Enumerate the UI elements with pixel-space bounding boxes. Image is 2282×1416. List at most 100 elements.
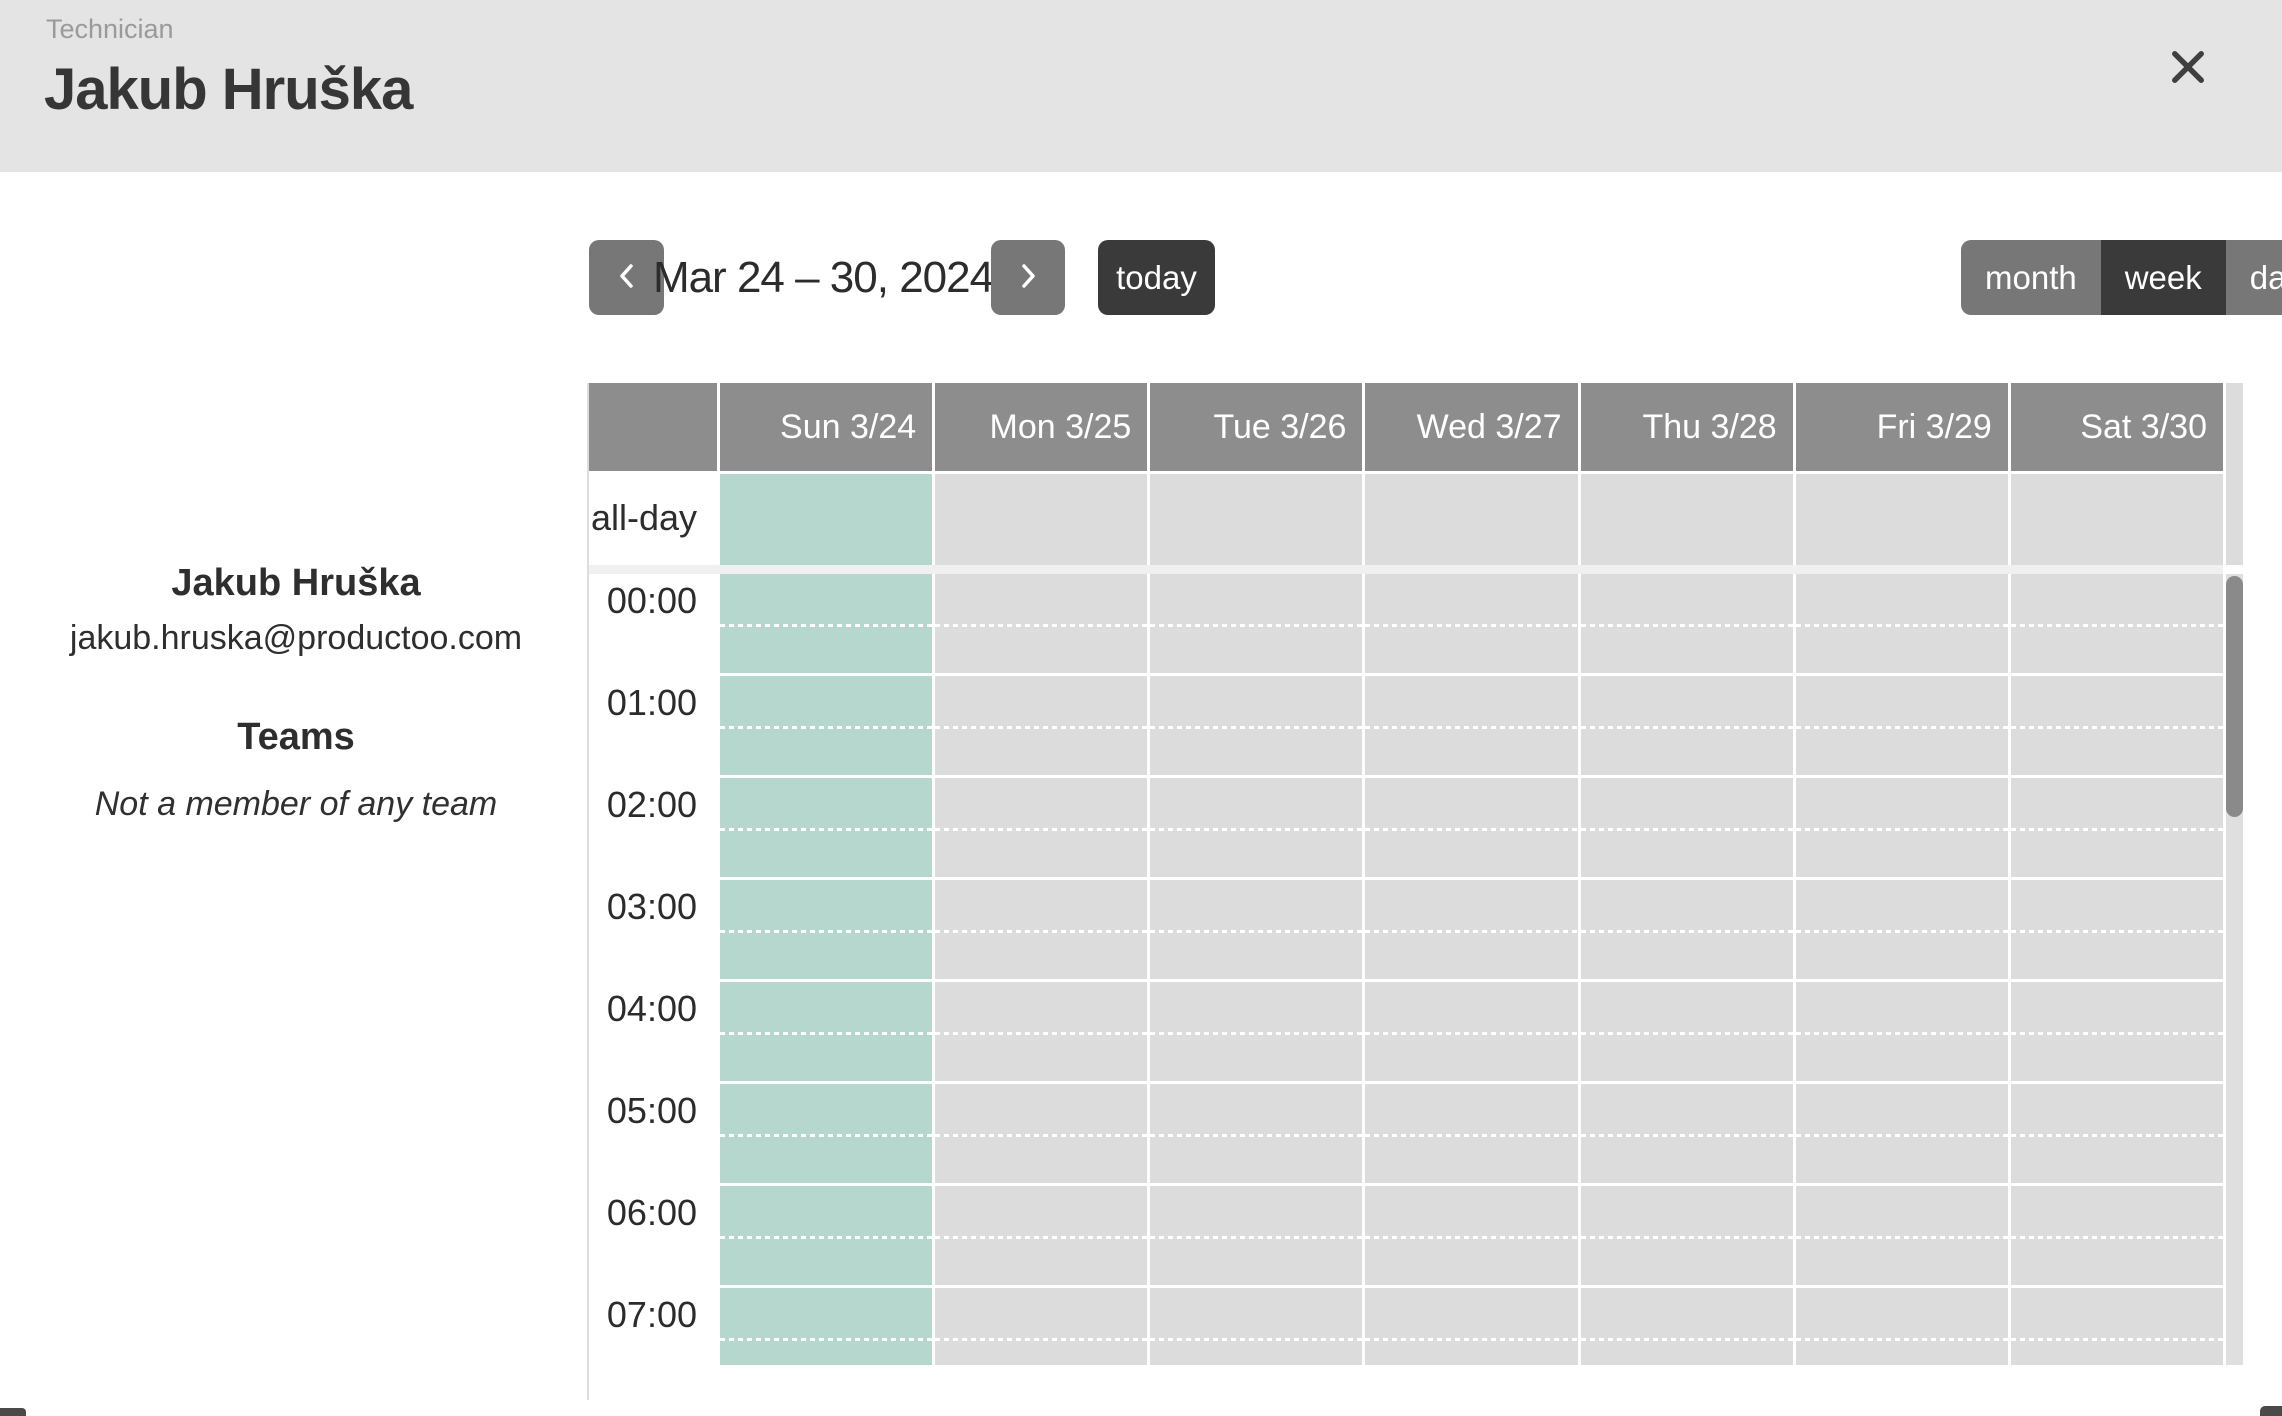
time-slot-cell[interactable] <box>717 982 933 1084</box>
time-slot-cell[interactable] <box>717 676 933 778</box>
time-slot-cell[interactable] <box>1792 574 2008 676</box>
time-row: 03:00 <box>589 880 2223 982</box>
day-header-cell: Wed 3/27 <box>1362 383 1578 471</box>
time-label: 04:00 <box>589 982 717 1084</box>
time-slot-cell[interactable] <box>2007 574 2223 676</box>
time-slot-cell[interactable] <box>717 1288 933 1365</box>
time-slot-cell[interactable] <box>932 1186 1148 1288</box>
time-slot-cell[interactable] <box>932 982 1148 1084</box>
time-slot-cell[interactable] <box>932 880 1148 982</box>
time-slot-cell[interactable] <box>717 880 933 982</box>
time-label: 02:00 <box>589 778 717 880</box>
time-label: 07:00 <box>589 1288 717 1365</box>
time-slot-cell[interactable] <box>1792 1084 2008 1186</box>
all-day-cell[interactable] <box>2007 471 2223 565</box>
time-label: 03:00 <box>589 880 717 982</box>
teams-heading: Teams <box>237 716 355 758</box>
chevron-left-icon <box>610 259 644 296</box>
time-row: 02:00 <box>589 778 2223 880</box>
time-slot-cell[interactable] <box>1577 982 1793 1084</box>
time-slot-cell[interactable] <box>1147 778 1363 880</box>
week-calendar: Sun 3/24 Mon 3/25 Tue 3/26 Wed 3/27 Thu 3/28… <box>589 383 2223 1365</box>
time-slot-cell[interactable] <box>1792 1288 2008 1365</box>
technician-profile-panel: Jakub Hruška jakub.hruska@productoo.com … <box>0 562 592 824</box>
view-week-button[interactable]: week <box>2100 240 2226 315</box>
today-button[interactable]: today <box>1098 240 1215 315</box>
time-slot-cell[interactable] <box>1147 1084 1363 1186</box>
time-slot-cell[interactable] <box>1147 982 1363 1084</box>
time-slot-cell[interactable] <box>2007 1186 2223 1288</box>
time-slot-cell[interactable] <box>1147 1288 1363 1365</box>
time-slot-cell[interactable] <box>1792 778 2008 880</box>
all-day-cell[interactable] <box>1147 471 1363 565</box>
time-slot-cell[interactable] <box>1577 676 1793 778</box>
time-row: 00:00 <box>589 574 2223 676</box>
time-slot-cell[interactable] <box>932 1288 1148 1365</box>
time-slot-cell[interactable] <box>717 574 933 676</box>
view-month-button[interactable]: month <box>1961 240 2101 315</box>
all-day-label: all-day <box>589 471 717 565</box>
time-slot-cell[interactable] <box>717 1084 933 1186</box>
time-slot-cell[interactable] <box>932 676 1148 778</box>
time-slot-cell[interactable] <box>1792 982 2008 1084</box>
time-slot-cell[interactable] <box>932 778 1148 880</box>
view-switcher: monthweekday <box>1961 240 2282 315</box>
prev-week-button[interactable] <box>589 240 664 315</box>
technician-email: jakub.hruska@productoo.com <box>69 619 523 657</box>
time-slot-cell[interactable] <box>1147 676 1363 778</box>
time-slot-cell[interactable] <box>1362 1084 1578 1186</box>
time-slot-cell[interactable] <box>2007 778 2223 880</box>
time-slot-cell[interactable] <box>1362 778 1578 880</box>
time-slot-cell[interactable] <box>1792 676 2008 778</box>
time-slot-cell[interactable] <box>717 1186 933 1288</box>
day-header-cell: Sun 3/24 <box>717 383 933 471</box>
time-row: 05:00 <box>589 1084 2223 1186</box>
time-slot-cell[interactable] <box>1792 1186 2008 1288</box>
time-slot-cell[interactable] <box>2007 1288 2223 1365</box>
time-slot-cell[interactable] <box>1362 676 1578 778</box>
time-slot-cell[interactable] <box>1147 574 1363 676</box>
all-day-cell[interactable] <box>1792 471 2008 565</box>
page-header: Technician Jakub Hruška <box>0 0 2282 172</box>
time-slot-cell[interactable] <box>932 574 1148 676</box>
next-week-button[interactable] <box>991 240 1065 315</box>
time-slot-cell[interactable] <box>1577 1186 1793 1288</box>
calendar-corner-cell <box>589 383 717 471</box>
scrollbar-thumb[interactable] <box>2226 576 2243 817</box>
day-header-cell: Fri 3/29 <box>1792 383 2008 471</box>
time-slot-cell[interactable] <box>1362 1186 1578 1288</box>
all-day-cell[interactable] <box>1362 471 1578 565</box>
time-label: 05:00 <box>589 1084 717 1186</box>
time-slot-cell[interactable] <box>1362 982 1578 1084</box>
time-slot-cell[interactable] <box>932 1084 1148 1186</box>
time-slot-cell[interactable] <box>1577 778 1793 880</box>
all-day-cell[interactable] <box>717 471 933 565</box>
time-row: 04:00 <box>589 982 2223 1084</box>
time-slot-cell[interactable] <box>1792 880 2008 982</box>
time-slot-cell[interactable] <box>2007 1084 2223 1186</box>
page-title: Jakub Hruška <box>44 57 413 122</box>
bottom-right-cutoff-element <box>2260 1406 2282 1416</box>
all-day-cell[interactable] <box>1577 471 1793 565</box>
chevron-right-icon <box>1011 259 1045 296</box>
time-slot-cell[interactable] <box>2007 676 2223 778</box>
close-button[interactable] <box>2160 40 2216 96</box>
time-slot-cell[interactable] <box>1147 1186 1363 1288</box>
date-range-title: Mar 24 – 30, 2024 <box>652 252 994 302</box>
time-slot-cell[interactable] <box>1147 880 1363 982</box>
time-slot-cell[interactable] <box>1577 880 1793 982</box>
time-label: 01:00 <box>589 676 717 778</box>
time-slot-cell[interactable] <box>1362 880 1578 982</box>
technician-name: Jakub Hruška <box>171 562 421 604</box>
all-day-cell[interactable] <box>932 471 1148 565</box>
time-slot-cell[interactable] <box>1577 574 1793 676</box>
time-slot-cell[interactable] <box>1362 1288 1578 1365</box>
time-slot-cell[interactable] <box>717 778 933 880</box>
view-day-button[interactable]: day <box>2225 240 2282 315</box>
time-slot-cell[interactable] <box>2007 982 2223 1084</box>
time-label: 00:00 <box>589 574 717 676</box>
time-slot-cell[interactable] <box>1362 574 1578 676</box>
time-slot-cell[interactable] <box>2007 880 2223 982</box>
time-slot-cell[interactable] <box>1577 1288 1793 1365</box>
time-slot-cell[interactable] <box>1577 1084 1793 1186</box>
